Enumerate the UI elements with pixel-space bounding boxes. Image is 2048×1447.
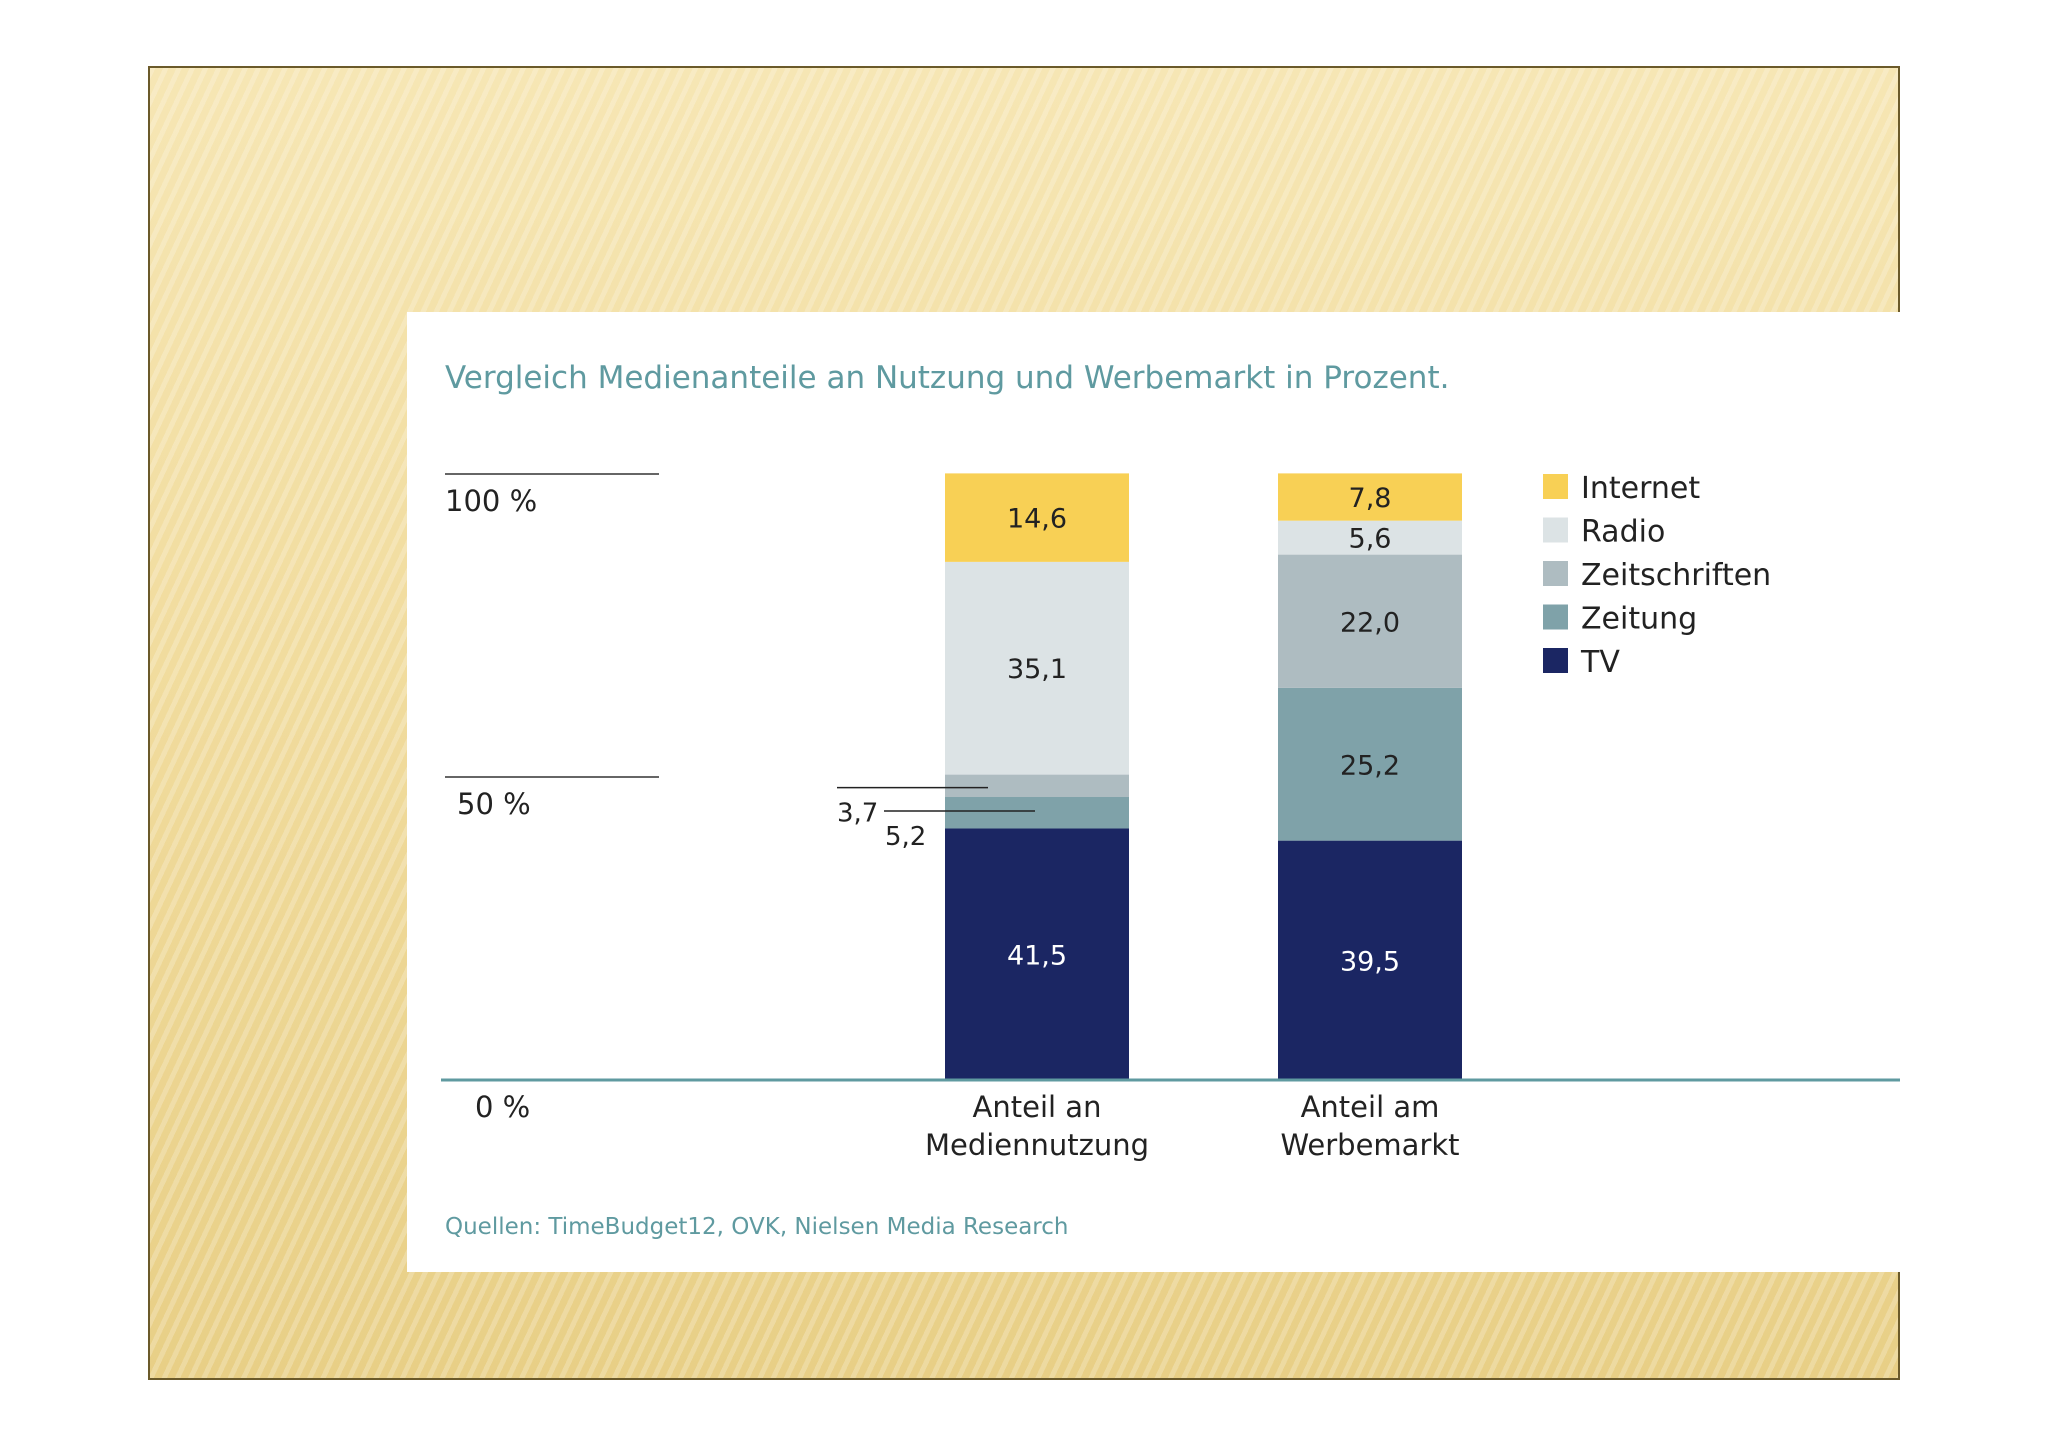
bar-segment-zeitung	[945, 796, 1129, 829]
data-label: 41,5	[1007, 940, 1067, 971]
bars: 41,5 35,1 14,6 39,5 25,2 22,0 5,6 7,8 3,75,2	[837, 473, 1462, 1080]
category-label: Mediennutzung	[925, 1128, 1149, 1162]
category-label: Anteil an	[973, 1090, 1102, 1124]
legend-swatch-zeitschriften	[1543, 561, 1568, 586]
stacked-bar-chart: Vergleich Medienanteile an Nutzung und W…	[441, 360, 1900, 1240]
chart-source: Quellen: TimeBudget12, OVK, Nielsen Medi…	[445, 1214, 1068, 1240]
bar-segment-radio	[945, 561, 1129, 775]
data-label: 25,2	[1340, 750, 1400, 781]
data-label: 22,0	[1340, 607, 1400, 638]
bar-segment-internet	[1278, 473, 1462, 521]
bar-segment-zeitschriften	[1278, 554, 1462, 688]
legend-label: Zeitschriften	[1581, 558, 1771, 593]
bar-segment-zeitschriften	[945, 774, 1129, 797]
legend-swatch-zeitung	[1543, 604, 1568, 630]
chart-title: Vergleich Medienanteile an Nutzung und W…	[445, 360, 1449, 396]
data-label: 39,5	[1340, 946, 1400, 977]
data-label: 14,6	[1007, 504, 1067, 535]
bar-segment-internet	[945, 473, 1129, 562]
legend-label: Internet	[1581, 471, 1700, 506]
x-axis: Anteil an Mediennutzung Anteil am Werbemark…	[441, 1078, 1900, 1162]
bar-segment-radio	[1278, 520, 1462, 555]
bar-segment-tv	[945, 828, 1129, 1080]
y-tick-label: 100 %	[445, 484, 537, 518]
legend-label: Radio	[1581, 515, 1665, 550]
y-tick-label: 0 %	[475, 1090, 530, 1124]
legend-swatch-radio	[1543, 517, 1568, 543]
category-label: Anteil am	[1301, 1090, 1440, 1124]
slide-background: Vergleich Medienanteile an Nutzung und W…	[148, 66, 1929, 1380]
bar-segment-zeitung	[1278, 687, 1462, 841]
chart-card: Vergleich Medienanteile an Nutzung und W…	[407, 312, 1929, 1272]
y-axis: 100 % 50 % 0 %	[445, 473, 659, 1124]
bar-segment-tv	[1278, 840, 1462, 1080]
data-label: 35,1	[1007, 654, 1067, 685]
category-label: Werbemarkt	[1280, 1128, 1459, 1162]
data-label-outside: 3,7	[837, 799, 878, 829]
legend: Internet Radio Zeitschriften Zeitung TV	[1543, 471, 1771, 680]
legend-swatch-tv	[1543, 648, 1568, 673]
legend-label: TV	[1580, 645, 1620, 680]
data-label: 7,8	[1349, 483, 1392, 514]
y-tick-label: 50 %	[457, 787, 531, 821]
legend-swatch-internet	[1543, 474, 1568, 499]
legend-label: Zeitung	[1581, 602, 1697, 637]
data-label: 5,6	[1349, 524, 1392, 555]
data-label-outside: 5,2	[885, 822, 926, 852]
